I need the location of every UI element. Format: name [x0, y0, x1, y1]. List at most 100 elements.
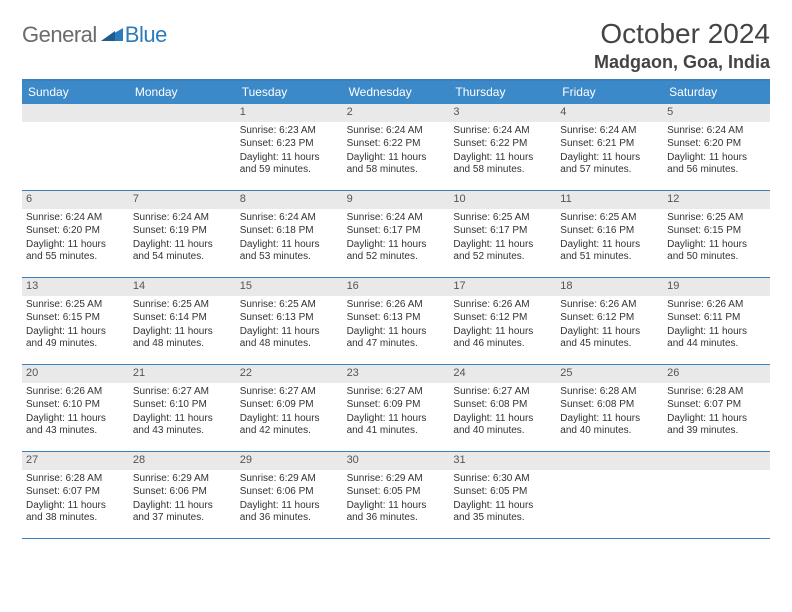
day-cell: 4Sunrise: 6:24 AMSunset: 6:21 PMDaylight…	[556, 104, 663, 190]
day-cell: 6 Sunrise: 6:24 AMSunset: 6:20 PMDaylight…	[22, 191, 129, 277]
sunset-line: Sunset: 6:10 PM	[133, 399, 232, 412]
header: General Blue October 2024 Madgaon, Goa, …	[22, 18, 770, 73]
day-cell: 7Sunrise: 6:24 AMSunset: 6:19 PMDaylight…	[129, 191, 236, 277]
day-cell: 9Sunrise: 6:24 AMSunset: 6:17 PMDaylight…	[343, 191, 450, 277]
day-number: 29	[236, 452, 343, 470]
sunset-line: Sunset: 6:21 PM	[560, 138, 659, 151]
sunrise-line: Sunrise: 6:29 AM	[133, 473, 232, 486]
sunset-line: Sunset: 6:20 PM	[667, 138, 766, 151]
sunset-line: Sunset: 6:16 PM	[560, 225, 659, 238]
sunrise-line: Sunrise: 6:26 AM	[560, 299, 659, 312]
daylight-line: Daylight: 11 hours and 53 minutes.	[240, 239, 339, 264]
sunrise-line: Sunrise: 6:27 AM	[347, 386, 446, 399]
sunset-line: Sunset: 6:23 PM	[240, 138, 339, 151]
day-cell: 21Sunrise: 6:27 AMSunset: 6:10 PMDayligh…	[129, 365, 236, 451]
day-number: 4	[556, 104, 663, 122]
empty-cell	[22, 104, 129, 190]
day-number: 24	[449, 365, 556, 383]
day-number: 14	[129, 278, 236, 296]
day-number: 30	[343, 452, 450, 470]
week-row: 13Sunrise: 6:25 AMSunset: 6:15 PMDayligh…	[22, 278, 770, 365]
daylight-line: Daylight: 11 hours and 52 minutes.	[453, 239, 552, 264]
sunrise-line: Sunrise: 6:27 AM	[240, 386, 339, 399]
daylight-line: Daylight: 11 hours and 44 minutes.	[667, 326, 766, 351]
daylight-line: Daylight: 11 hours and 49 minutes.	[26, 326, 125, 351]
day-cell: 20Sunrise: 6:26 AMSunset: 6:10 PMDayligh…	[22, 365, 129, 451]
day-number	[663, 452, 770, 470]
day-number: 22	[236, 365, 343, 383]
sunset-line: Sunset: 6:11 PM	[667, 312, 766, 325]
empty-cell	[556, 452, 663, 538]
daylight-line: Daylight: 11 hours and 42 minutes.	[240, 413, 339, 438]
sunset-line: Sunset: 6:09 PM	[347, 399, 446, 412]
sunrise-line: Sunrise: 6:26 AM	[453, 299, 552, 312]
day-number: 9	[343, 191, 450, 209]
sunrise-line: Sunrise: 6:24 AM	[133, 212, 232, 225]
day-number: 3	[449, 104, 556, 122]
day-number: 1	[236, 104, 343, 122]
daylight-line: Daylight: 11 hours and 48 minutes.	[240, 326, 339, 351]
sunset-line: Sunset: 6:20 PM	[26, 225, 125, 238]
daylight-line: Daylight: 11 hours and 45 minutes.	[560, 326, 659, 351]
sunrise-line: Sunrise: 6:23 AM	[240, 125, 339, 138]
sunset-line: Sunset: 6:05 PM	[453, 486, 552, 499]
sunset-line: Sunset: 6:17 PM	[453, 225, 552, 238]
day-number: 31	[449, 452, 556, 470]
day-cell: 12Sunrise: 6:25 AMSunset: 6:15 PMDayligh…	[663, 191, 770, 277]
sunrise-line: Sunrise: 6:29 AM	[240, 473, 339, 486]
day-number: 20	[22, 365, 129, 383]
day-cell: 17Sunrise: 6:26 AMSunset: 6:12 PMDayligh…	[449, 278, 556, 364]
day-number: 6	[22, 191, 129, 209]
day-cell: 24Sunrise: 6:27 AMSunset: 6:08 PMDayligh…	[449, 365, 556, 451]
sunset-line: Sunset: 6:08 PM	[560, 399, 659, 412]
day-cell: 31Sunrise: 6:30 AMSunset: 6:05 PMDayligh…	[449, 452, 556, 538]
day-number	[22, 104, 129, 122]
day-number: 2	[343, 104, 450, 122]
brand-mark-icon	[101, 25, 123, 46]
day-number	[129, 104, 236, 122]
sunrise-line: Sunrise: 6:28 AM	[560, 386, 659, 399]
daylight-line: Daylight: 11 hours and 52 minutes.	[347, 239, 446, 264]
brand-logo: General Blue	[22, 18, 167, 48]
day-cell: 22Sunrise: 6:27 AMSunset: 6:09 PMDayligh…	[236, 365, 343, 451]
empty-cell	[663, 452, 770, 538]
sunrise-line: Sunrise: 6:27 AM	[453, 386, 552, 399]
day-cell: 30Sunrise: 6:29 AMSunset: 6:05 PMDayligh…	[343, 452, 450, 538]
dow-saturday: Saturday	[663, 81, 770, 104]
day-cell: 16Sunrise: 6:26 AMSunset: 6:13 PMDayligh…	[343, 278, 450, 364]
day-cell: 18Sunrise: 6:26 AMSunset: 6:12 PMDayligh…	[556, 278, 663, 364]
sunset-line: Sunset: 6:06 PM	[133, 486, 232, 499]
dow-row: SundayMondayTuesdayWednesdayThursdayFrid…	[22, 81, 770, 104]
day-number: 12	[663, 191, 770, 209]
day-number: 13	[22, 278, 129, 296]
day-number: 25	[556, 365, 663, 383]
empty-cell	[129, 104, 236, 190]
daylight-line: Daylight: 11 hours and 47 minutes.	[347, 326, 446, 351]
day-number: 8	[236, 191, 343, 209]
daylight-line: Daylight: 11 hours and 55 minutes.	[26, 239, 125, 264]
week-row: 27Sunrise: 6:28 AMSunset: 6:07 PMDayligh…	[22, 452, 770, 539]
sunrise-line: Sunrise: 6:24 AM	[347, 125, 446, 138]
dow-wednesday: Wednesday	[343, 81, 450, 104]
sunrise-line: Sunrise: 6:29 AM	[347, 473, 446, 486]
day-cell: 23Sunrise: 6:27 AMSunset: 6:09 PMDayligh…	[343, 365, 450, 451]
day-number: 11	[556, 191, 663, 209]
day-cell: 26Sunrise: 6:28 AMSunset: 6:07 PMDayligh…	[663, 365, 770, 451]
day-number: 5	[663, 104, 770, 122]
day-cell: 14Sunrise: 6:25 AMSunset: 6:14 PMDayligh…	[129, 278, 236, 364]
sunset-line: Sunset: 6:12 PM	[453, 312, 552, 325]
daylight-line: Daylight: 11 hours and 38 minutes.	[26, 500, 125, 525]
title-block: October 2024 Madgaon, Goa, India	[594, 18, 770, 73]
daylight-line: Daylight: 11 hours and 35 minutes.	[453, 500, 552, 525]
day-cell: 25Sunrise: 6:28 AMSunset: 6:08 PMDayligh…	[556, 365, 663, 451]
sunrise-line: Sunrise: 6:27 AM	[133, 386, 232, 399]
sunset-line: Sunset: 6:08 PM	[453, 399, 552, 412]
day-number: 17	[449, 278, 556, 296]
day-number	[556, 452, 663, 470]
sunrise-line: Sunrise: 6:24 AM	[26, 212, 125, 225]
sunset-line: Sunset: 6:13 PM	[347, 312, 446, 325]
day-cell: 2Sunrise: 6:24 AMSunset: 6:22 PMDaylight…	[343, 104, 450, 190]
week-row: 1Sunrise: 6:23 AMSunset: 6:23 PMDaylight…	[22, 104, 770, 191]
daylight-line: Daylight: 11 hours and 39 minutes.	[667, 413, 766, 438]
day-cell: 11Sunrise: 6:25 AMSunset: 6:16 PMDayligh…	[556, 191, 663, 277]
